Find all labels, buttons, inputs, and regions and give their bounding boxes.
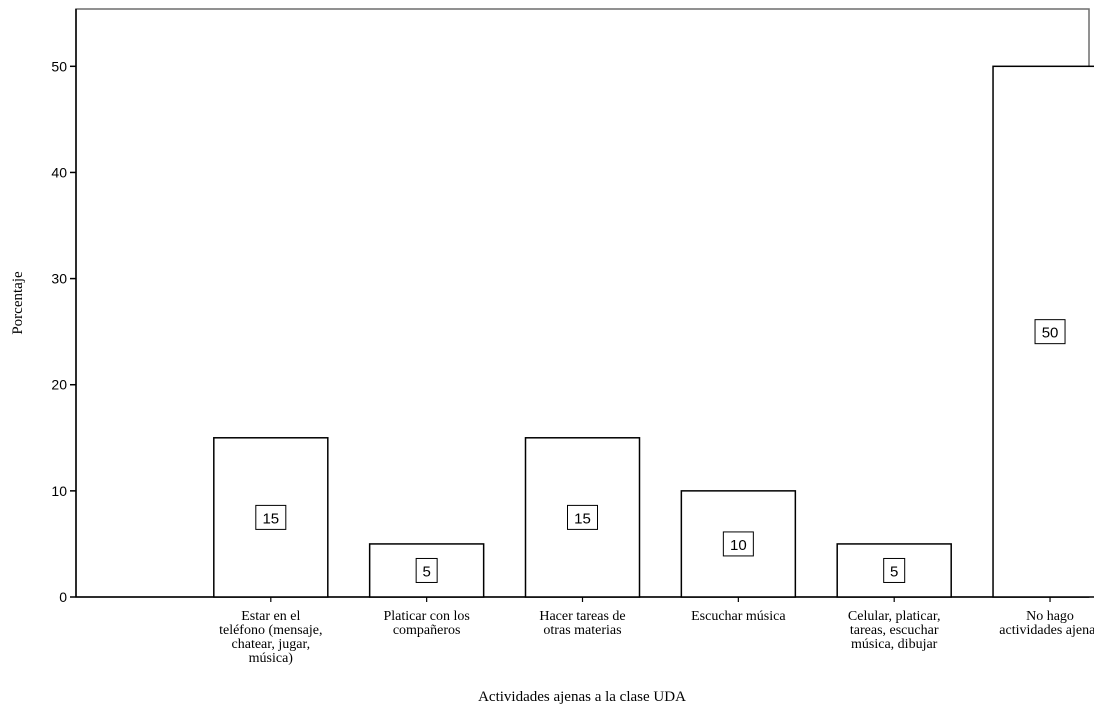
y-ticks: 0 10 20 30 40 50	[51, 58, 76, 605]
x-tick-label: compañeros	[393, 623, 461, 638]
x-tick-label: música, dibujar	[851, 637, 938, 652]
x-tick-label: actividades ajenas	[999, 623, 1094, 638]
data-label: 15	[262, 510, 279, 527]
data-label: 5	[890, 563, 898, 580]
x-tick-label: Hacer tareas de	[539, 609, 625, 624]
x-tick-label: chatear, jugar,	[232, 637, 311, 652]
data-label-box	[883, 557, 906, 583]
y-tick-label: 50	[51, 58, 67, 74]
y-tick-label: 40	[51, 164, 67, 180]
y-tick-label: 20	[51, 377, 67, 393]
bars: 15 5 15 10 5 50	[213, 65, 1094, 598]
data-label: 5	[422, 563, 430, 580]
data-label-box	[722, 531, 754, 557]
data-label-box	[567, 504, 598, 530]
x-tick-label: Estar en el	[241, 609, 300, 624]
x-axis-title: Actividades ajenas a la clase UDA	[478, 689, 686, 705]
x-tick-label: Escuchar música	[691, 609, 786, 624]
x-tick-label: No hago	[1026, 609, 1074, 624]
x-tick-label: Platicar con los	[383, 609, 469, 624]
data-label-box	[415, 557, 438, 583]
x-tick-label: otras materias	[543, 623, 621, 638]
data-label: 50	[1042, 325, 1059, 342]
y-tick-label: 30	[51, 271, 67, 287]
y-axis-title: Porcentaje	[10, 271, 26, 335]
data-label-box	[255, 504, 287, 530]
data-label-box	[1034, 319, 1066, 345]
data-label: 15	[574, 510, 591, 527]
x-tick-label: tareas, escuchar	[850, 623, 939, 638]
data-label: 10	[730, 537, 747, 554]
y-tick-label: 10	[51, 483, 67, 499]
x-tick-label: música)	[249, 651, 294, 666]
y-tick-label: 0	[59, 589, 67, 605]
x-tick-label: teléfono (mensaje,	[219, 623, 322, 638]
x-tick-label: Celular, platicar,	[848, 609, 941, 624]
